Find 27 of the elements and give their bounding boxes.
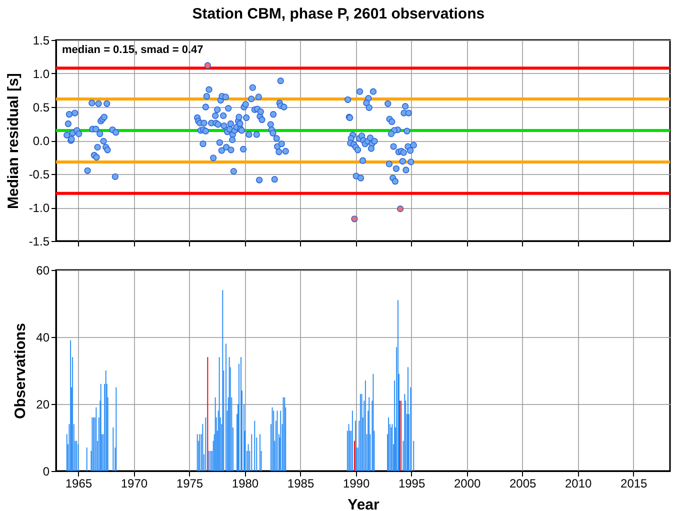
y-tick-label: 1.5: [32, 34, 50, 48]
x-tick-label: 2010: [564, 476, 592, 490]
y-axis-title: Observations: [12, 323, 30, 419]
x-tick-label: 1965: [65, 476, 92, 490]
y-tick-label: 60: [36, 264, 50, 278]
x-tick-label: 1995: [398, 476, 426, 490]
x-tick-label: 2015: [620, 476, 648, 490]
y-tick-label: -1.5: [28, 234, 50, 248]
x-tick-label: 2000: [454, 476, 481, 490]
x-tick-label: 2005: [509, 476, 536, 490]
x-tick-label: 1990: [342, 476, 370, 490]
x-tick-label: 1985: [287, 476, 314, 490]
x-tick-label: 1975: [176, 476, 204, 490]
y-tick-label: -1.0: [28, 201, 50, 215]
y-tick-label: 0: [42, 464, 50, 478]
x-tick-label: 1980: [232, 476, 259, 490]
x-tick-label: 1970: [120, 476, 148, 490]
annotation: median = 0.15, smad = 0.47: [62, 44, 204, 56]
y-axis-title: Median residual [s]: [4, 73, 22, 209]
x-axis-title: Year: [348, 496, 380, 511]
y-tick-label: 40: [36, 330, 50, 344]
y-tick-label: 0.5: [32, 100, 50, 114]
y-tick-label: -0.5: [28, 168, 50, 182]
y-tick-label: 20: [36, 398, 50, 412]
chart-title: Station CBM, phase P, 2601 observations: [192, 5, 485, 22]
y-tick-label: 1.0: [32, 67, 50, 81]
y-tick-label: 0.0: [32, 134, 50, 148]
